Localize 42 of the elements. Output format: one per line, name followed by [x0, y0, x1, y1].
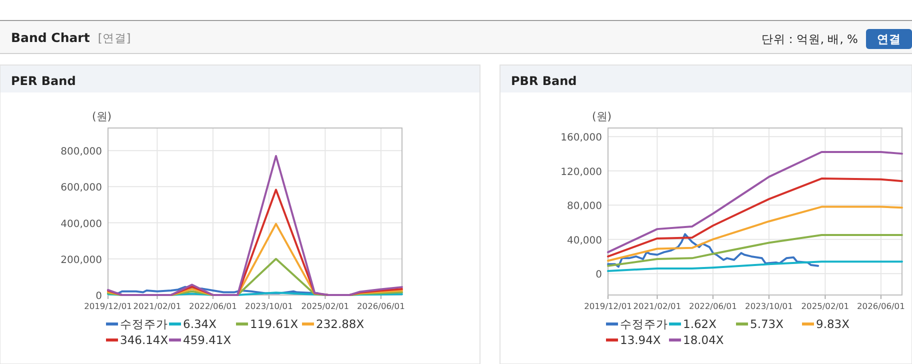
- x-tick-label: 2019/12/01: [84, 301, 132, 311]
- x-tick-label: 2025/02/01: [801, 301, 850, 311]
- legend-label: 18.04X: [683, 333, 724, 347]
- x-tick-label: 2021/02/01: [633, 301, 682, 311]
- text: 연결: [877, 32, 901, 46]
- x-tick-label: 2022/06/01: [189, 301, 237, 311]
- y-tick-label: 80,000: [567, 201, 602, 212]
- y-tick-label: 600,000: [60, 182, 102, 194]
- x-tick-label: 2023/10/01: [745, 301, 793, 311]
- text: [연결]: [98, 31, 131, 45]
- legend-label: 9.83X: [816, 317, 850, 331]
- legend-label: 13.94X: [620, 333, 661, 347]
- y-tick-label: 0: [96, 291, 102, 302]
- legend-label: 459.41X: [183, 333, 232, 347]
- x-tick-label: 2026/06/01: [857, 301, 905, 311]
- y-tick-label: 400,000: [60, 218, 102, 230]
- y-tick-label: 800,000: [60, 146, 102, 158]
- chart-title: PER Band: [11, 74, 76, 88]
- y-tick-label: 120,000: [560, 166, 602, 178]
- y-tick-label: 40,000: [567, 235, 602, 246]
- y-axis-title: (원): [592, 110, 612, 123]
- y-tick-label: 160,000: [560, 132, 602, 144]
- x-tick-label: 2023/10/01: [245, 301, 293, 311]
- y-axis-title: (원): [92, 110, 112, 123]
- legend-label: 5.73X: [750, 317, 784, 331]
- x-tick-label: 2021/02/01: [133, 301, 182, 311]
- x-tick-label: 2019/12/01: [584, 301, 632, 311]
- x-tick-label: 2026/06/01: [357, 301, 405, 311]
- legend-label: 수정주가: [620, 317, 668, 331]
- y-tick-label: 0: [596, 270, 602, 281]
- y-tick-label: 200,000: [60, 254, 102, 266]
- legend-label: 232.88X: [316, 317, 364, 331]
- legend-label: 119.61X: [250, 317, 298, 331]
- x-tick-label: 2025/02/01: [301, 301, 350, 311]
- legend-label: 수정주가: [120, 317, 168, 331]
- legend-label: 6.34X: [183, 317, 217, 331]
- chart-title: PBR Band: [511, 74, 577, 88]
- x-tick-label: 2022/06/01: [689, 301, 737, 311]
- legend-label: 1.62X: [683, 317, 717, 331]
- text: 단위 : 억원, 배, %: [761, 32, 858, 46]
- text: Band Chart: [11, 30, 90, 45]
- legend-label: 346.14X: [120, 333, 168, 347]
